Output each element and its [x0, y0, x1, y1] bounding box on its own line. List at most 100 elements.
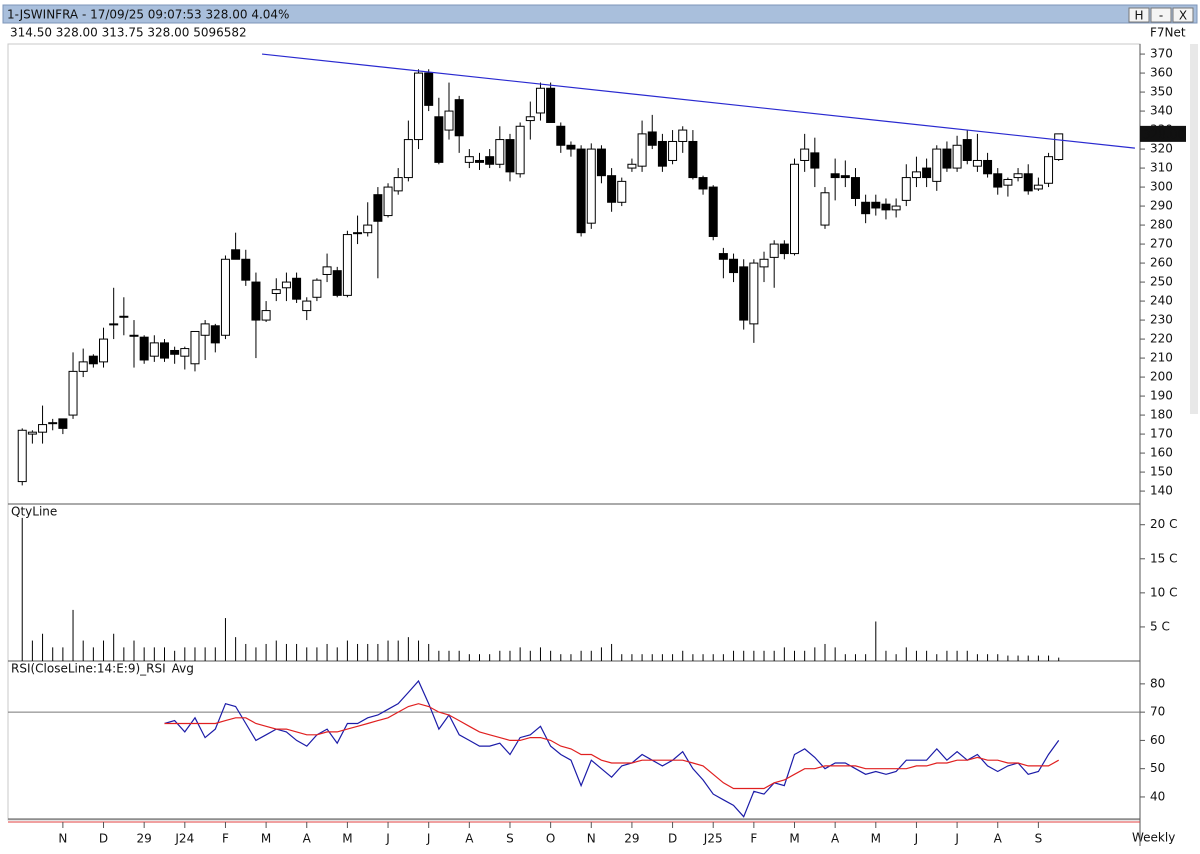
y-tick-label: 50 — [1150, 761, 1165, 775]
legend-entry: Avg — [172, 662, 194, 676]
feed-label: F7Net — [1150, 26, 1186, 40]
x-tick-label: J — [385, 832, 390, 846]
candle-body — [373, 194, 383, 222]
candle-body — [718, 253, 728, 260]
candle-body — [200, 323, 210, 336]
y-tick-label: 20 C — [1150, 517, 1177, 531]
candle-body — [139, 336, 149, 361]
candle-body — [27, 431, 37, 435]
x-tick-label: A — [831, 832, 840, 846]
y-tick-label: 300 — [1150, 180, 1173, 194]
x-tick-label: S — [1035, 832, 1043, 846]
scrollbar[interactable] — [1190, 44, 1198, 414]
trendline — [261, 53, 1135, 149]
last-price-label: 328.00 — [1143, 127, 1185, 141]
candle-body — [840, 175, 850, 179]
x-tick-label: 29 — [137, 832, 152, 846]
y-tick-label: 5 C — [1150, 619, 1170, 633]
x-tick-label: A — [303, 832, 312, 846]
panel-title: QtyLine — [11, 505, 57, 519]
candle-body — [678, 129, 688, 142]
candle-body — [922, 167, 932, 179]
y-tick-label: 340 — [1150, 104, 1173, 118]
button[interactable] — [1172, 7, 1194, 23]
y-tick-label: 70 — [1150, 705, 1165, 719]
last-price-box — [1140, 125, 1186, 142]
candle-body — [332, 270, 342, 296]
y-tick-label: 15 C — [1150, 551, 1177, 565]
candle-body — [241, 258, 251, 281]
candle-body — [261, 310, 271, 321]
y-tick-label: 250 — [1150, 275, 1173, 289]
candle-body — [576, 148, 586, 234]
candle-body — [617, 180, 627, 203]
candle-body — [800, 148, 810, 161]
y-tick-label: 220 — [1150, 332, 1173, 346]
x-tick-label: F — [222, 832, 229, 846]
y-tick-label: 40 — [1150, 789, 1165, 803]
y-tick-label: 260 — [1150, 256, 1173, 270]
candle-body — [525, 116, 535, 122]
candle-body — [1013, 173, 1023, 179]
candle-body — [210, 325, 220, 344]
candle-body — [220, 258, 230, 336]
candle-body — [871, 201, 881, 209]
candle-body — [820, 192, 830, 226]
candle-body — [1054, 133, 1064, 161]
candle-body — [159, 342, 169, 359]
y-tick-label: 180 — [1150, 408, 1173, 422]
candle-body — [454, 99, 464, 137]
candle-body — [251, 281, 261, 321]
x-tick-label: D — [99, 832, 108, 846]
candle-body — [972, 159, 982, 167]
x-tick-label: N — [587, 832, 596, 846]
y-tick-label: 210 — [1150, 351, 1173, 365]
y-tick-label: 140 — [1150, 484, 1173, 498]
candle-body — [729, 258, 739, 274]
button-label[interactable]: X — [1179, 9, 1187, 23]
candle-body — [769, 243, 779, 258]
candle-body — [515, 125, 525, 175]
candle-body — [790, 163, 800, 255]
candle-body — [861, 201, 871, 215]
x-tick-label: A — [994, 832, 1003, 846]
button-label[interactable]: H — [1134, 9, 1143, 23]
candle-body — [414, 72, 424, 141]
candle-body — [942, 148, 952, 169]
candle-body — [1003, 178, 1013, 186]
y-tick-label: 170 — [1150, 427, 1173, 441]
x-tick-label: M — [789, 832, 799, 846]
button-label[interactable]: - — [1159, 9, 1163, 23]
y-tick-label: 350 — [1150, 85, 1173, 99]
x-tick-label: J25 — [703, 832, 723, 846]
candle-body — [1044, 156, 1054, 184]
y-tick-label: 160 — [1150, 446, 1173, 460]
window-title: 1-JSWINFRA - 17/09/25 09:07:53 328.00 4.… — [7, 8, 289, 22]
candle-body — [302, 300, 312, 312]
x-tick-label: A — [465, 832, 474, 846]
x-tick-label: 29 — [624, 832, 639, 846]
candle-body — [830, 173, 840, 179]
x-tick-label: J — [914, 832, 919, 846]
candle-body — [688, 140, 698, 179]
candle-body — [403, 139, 413, 179]
candle-body — [78, 361, 88, 372]
y-tick-label: 280 — [1150, 218, 1173, 232]
candle-body — [109, 323, 119, 326]
candle-body — [48, 422, 58, 425]
y-tick-label: 290 — [1150, 199, 1173, 213]
rsi-line — [164, 679, 1060, 818]
candle-body — [850, 177, 860, 199]
candle-body — [657, 140, 667, 167]
candle-body — [424, 72, 434, 106]
y-tick-label: 230 — [1150, 313, 1173, 327]
candle-body — [342, 234, 352, 296]
candle-body — [119, 315, 129, 318]
y-tick-label: 370 — [1150, 47, 1173, 61]
candle-body — [353, 232, 363, 235]
candle-body — [932, 148, 942, 182]
candle-body — [698, 177, 708, 190]
button[interactable] — [1150, 7, 1172, 23]
button[interactable] — [1128, 7, 1150, 23]
